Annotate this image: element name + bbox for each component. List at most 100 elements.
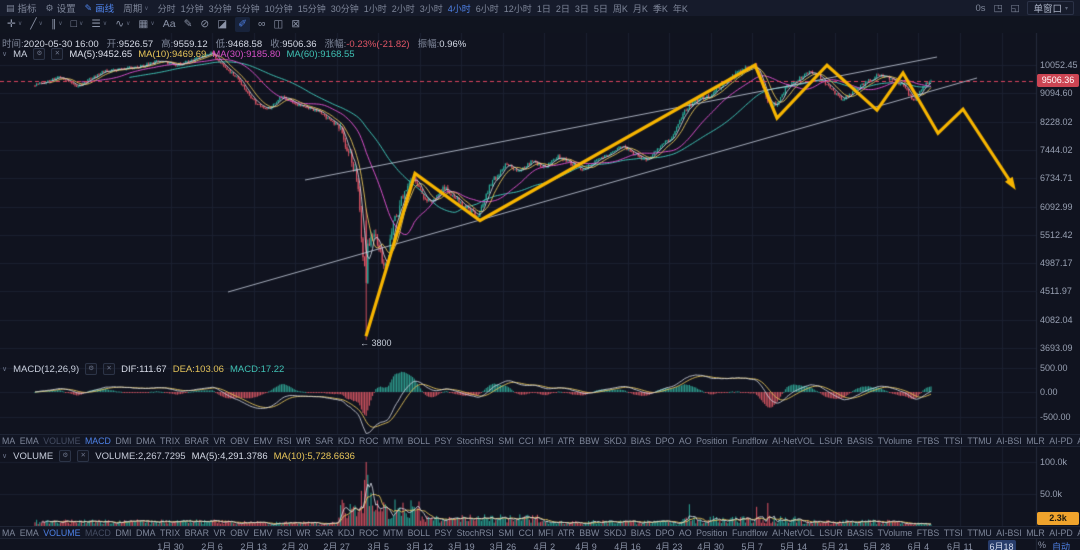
indicator-tab-DPO[interactable]: DPO — [655, 435, 675, 446]
indicator-tab-CCI[interactable]: CCI — [518, 527, 534, 538]
indicator-tab-MLR[interactable]: MLR — [1026, 527, 1045, 538]
eraser-tool[interactable]: ◪ — [217, 17, 227, 32]
timeframe-1分钟[interactable]: 1分钟 — [180, 3, 204, 14]
indicator-tab-StochRSI[interactable]: StochRSI — [456, 527, 494, 538]
indicator-tab-TTSI[interactable]: TTSI — [943, 527, 963, 538]
indicator-tab-OBV[interactable]: OBV — [230, 435, 249, 446]
timeframe-月K[interactable]: 月K — [632, 3, 648, 14]
collapse-icon[interactable]: ∨ — [2, 366, 8, 373]
indicator-tab-BASIS[interactable]: BASIS — [847, 527, 874, 538]
trendline-tool[interactable]: ╱ ∨ — [30, 17, 43, 32]
indicator-button[interactable]: ▤ 指标 — [6, 1, 37, 16]
indicator-tab-ATR[interactable]: ATR — [557, 435, 575, 446]
indicator-tab-DPO[interactable]: DPO — [655, 527, 675, 538]
legend-close-icon[interactable]: ✕ — [51, 48, 64, 60]
indicator-tab-EMV[interactable]: EMV — [253, 527, 273, 538]
indicator-tab-TTMU[interactable]: TTMU — [967, 527, 992, 538]
timeframe-1小时[interactable]: 1小时 — [363, 3, 387, 14]
timeframe-3小时[interactable]: 3小时 — [419, 3, 443, 14]
indicator-tab-BOLL[interactable]: BOLL — [407, 527, 431, 538]
timeframe-2小时[interactable]: 2小时 — [391, 3, 415, 14]
indicator-tab-ROC[interactable]: ROC — [358, 527, 379, 538]
indicator-tab-BBW[interactable]: BBW — [579, 527, 600, 538]
indicator-tab-TTMU[interactable]: TTMU — [967, 435, 992, 446]
period-dropdown[interactable]: 周期 ∨ — [123, 1, 148, 15]
indicator-tab-SMI[interactable]: SMI — [498, 527, 514, 538]
indicator-tab-WR[interactable]: WR — [296, 435, 311, 446]
indicator-tab-TVolume[interactable]: TVolume — [877, 527, 913, 538]
indicator-tab-ATR[interactable]: ATR — [557, 527, 575, 538]
timeframe-季K[interactable]: 季K — [652, 3, 668, 14]
legend-close-icon[interactable]: ✕ — [103, 363, 116, 375]
indicator-tab-FTBS[interactable]: FTBS — [916, 435, 940, 446]
timeframe-3分钟[interactable]: 3分钟 — [208, 3, 232, 14]
legend-settings-icon[interactable]: ⚙ — [85, 363, 98, 375]
hide-drawings-tool[interactable]: ⊘ — [200, 17, 209, 32]
timeframe-年K[interactable]: 年K — [672, 3, 688, 14]
continuous-drawing-tool[interactable]: ✐ — [235, 17, 250, 32]
draw-line-button[interactable]: ✎ 画线 — [85, 1, 115, 16]
indicator-tab-MFI[interactable]: MFI — [538, 527, 554, 538]
indicator-tab-BIAS[interactable]: BIAS — [630, 527, 651, 538]
fib-grid-tool[interactable]: ▦ ∨ — [138, 17, 154, 32]
indicator-tab-MA[interactable]: MA — [2, 435, 16, 446]
indicator-tab-MFI[interactable]: MFI — [538, 435, 554, 446]
indicator-tab-AI-PD[interactable]: AI-PD — [1049, 527, 1073, 538]
indicator-tab-MTM[interactable]: MTM — [383, 435, 404, 446]
indicator-tab-BIAS[interactable]: BIAS — [630, 435, 651, 446]
indicator-tab-VR[interactable]: VR — [213, 527, 226, 538]
timeframe-6小时[interactable]: 6小时 — [475, 3, 499, 14]
delete-drawings-tool[interactable]: ⊠ — [291, 17, 300, 32]
indicator-tab-KDJ[interactable]: KDJ — [337, 435, 355, 446]
timeframe-30分钟[interactable]: 30分钟 — [330, 3, 359, 14]
indicator-tab-OBV[interactable]: OBV — [230, 527, 249, 538]
indicator-tab-EMV[interactable]: EMV — [253, 435, 273, 446]
rectangle-tool[interactable]: □ ∨ — [71, 17, 84, 32]
indicator-tab-MTM[interactable]: MTM — [383, 527, 404, 538]
indicator-tab-LSUR[interactable]: LSUR — [819, 527, 843, 538]
collapse-icon[interactable]: ∨ — [2, 453, 8, 460]
indicator-tab-RSI[interactable]: RSI — [276, 435, 292, 446]
indicator-tab-EMA[interactable]: EMA — [19, 435, 39, 446]
timeframe-3日[interactable]: 3日 — [574, 3, 589, 14]
indicator-tab-KDJ[interactable]: KDJ — [337, 527, 355, 538]
indicator-tab-AI-BSI[interactable]: AI-BSI — [996, 527, 1022, 538]
timeframe-10分钟[interactable]: 10分钟 — [264, 3, 293, 14]
indicator-tab-PSY[interactable]: PSY — [434, 435, 453, 446]
timeframe-1日[interactable]: 1日 — [536, 3, 551, 14]
parallel-channel-tool[interactable]: ∥ ∨ — [51, 17, 63, 32]
indicator-tab-AO[interactable]: AO — [678, 435, 692, 446]
indicator-tab-VR[interactable]: VR — [213, 435, 226, 446]
indicator-tab-AI-BSI[interactable]: AI-BSI — [996, 435, 1022, 446]
horizontal-line-tool[interactable]: ☰ ∨ — [91, 17, 107, 32]
indicator-tab-BRAR[interactable]: BRAR — [184, 527, 210, 538]
legend-settings-icon[interactable]: ⚙ — [59, 450, 72, 462]
indicator-tab-TRIX[interactable]: TRIX — [160, 527, 181, 538]
indicator-tab-LSUR[interactable]: LSUR — [819, 435, 843, 446]
indicator-tab-CCI[interactable]: CCI — [518, 435, 534, 446]
legend-settings-icon[interactable]: ⚙ — [33, 48, 46, 60]
indicator-tab-DMA[interactable]: DMA — [135, 527, 156, 538]
wave-tool[interactable]: ∿ ∨ — [115, 17, 130, 32]
timeframe-5日[interactable]: 5日 — [593, 3, 608, 14]
indicator-tab-PSY[interactable]: PSY — [434, 527, 453, 538]
indicator-tab-RSI[interactable]: RSI — [276, 527, 292, 538]
indicator-tab-DMI[interactable]: DMI — [115, 527, 132, 538]
indicator-tab-Position[interactable]: Position — [696, 435, 728, 446]
indicator-tab-Position[interactable]: Position — [696, 527, 728, 538]
indicator-tab-TTSI[interactable]: TTSI — [943, 435, 963, 446]
brush-tool[interactable]: ✎ — [184, 17, 193, 32]
timeframe-15分钟[interactable]: 15分钟 — [297, 3, 326, 14]
popout-icon[interactable]: ◱ — [1010, 2, 1020, 14]
indicator-tab-TVolume[interactable]: TVolume — [877, 435, 913, 446]
indicator-tab-AO[interactable]: AO — [678, 527, 692, 538]
indicator-tab-MLR[interactable]: MLR — [1026, 435, 1045, 446]
indicator-tab-VOLUME[interactable]: VOLUME — [43, 435, 81, 446]
indicator-tab-BASIS[interactable]: BASIS — [847, 435, 874, 446]
indicator-tab-BBW[interactable]: BBW — [579, 435, 600, 446]
indicator-tab-SAR[interactable]: SAR — [315, 527, 334, 538]
auto-scale-button[interactable]: 自动 — [1052, 542, 1071, 550]
indicator-tab-MA[interactable]: MA — [2, 527, 16, 538]
percent-scale-button[interactable]: % — [1038, 540, 1047, 550]
indicator-tab-TRIX[interactable]: TRIX — [160, 435, 181, 446]
